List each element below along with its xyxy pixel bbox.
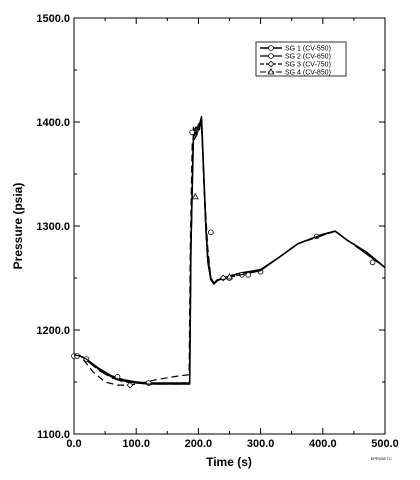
legend: SG 1 (CV-550)SG 2 (CV-650)SG 3 (CV-750)S… [255, 41, 347, 77]
legend-label: SG 2 (CV-650) [285, 54, 331, 61]
legend-marker [268, 45, 274, 51]
series-3-marker [219, 274, 227, 282]
series-1-marker [369, 259, 376, 266]
legend-label: SG 3 (CV-750) [285, 62, 331, 69]
x-tick-label: 200.0 [185, 438, 213, 450]
series-1-line [74, 116, 386, 384]
legend-label: SG 4 (CV-850) [285, 70, 331, 77]
y-tick-label: 1100.0 [37, 429, 70, 441]
y-tick-label: 1400.0 [36, 117, 70, 129]
legend-marker [267, 68, 275, 75]
x-tick-label: 0.0 [66, 438, 81, 450]
series-4 [73, 126, 386, 385]
series-4-marker [226, 273, 233, 280]
y-tick-label: 1200.0 [36, 325, 70, 337]
series-4-marker [191, 193, 199, 200]
series-1-marker [208, 229, 214, 236]
series-2 [73, 121, 386, 385]
x-tick-label: 300.0 [247, 438, 275, 450]
y-tick-label: 1300.0 [36, 221, 70, 233]
y-axis-title: Pressure (psia) [11, 183, 25, 270]
series-2-line [73, 121, 386, 385]
x-tick-label: 500.0 [371, 438, 399, 450]
series-4-line [73, 126, 386, 385]
series-3 [73, 121, 386, 389]
axis-tick-labels: 0.0 100.0 200.0 300.0 400.0 500.0 1100.0 1200.0… [36, 13, 398, 450]
legend-marker [268, 53, 274, 59]
plot-frame [73, 17, 386, 435]
legend-marker [267, 60, 275, 68]
x-tick-label: 400.0 [309, 438, 337, 450]
series-2-marker [189, 129, 195, 136]
axis-ticks [73, 17, 386, 435]
legend-items: SG 1 (CV-550)SG 2 (CV-650)SG 3 (CV-750)S… [260, 45, 331, 77]
y-tick-label: 1500.0 [36, 13, 70, 25]
x-axis-title: Time (s) [206, 455, 252, 469]
series-1 [71, 116, 386, 386]
series-layer [71, 116, 386, 389]
x-tick-label: 100.0 [122, 438, 150, 450]
figure-id: EPRI/98 TC [371, 456, 392, 461]
legend-label: SG 1 (CV-550) [285, 46, 331, 53]
series-3-line [73, 121, 386, 386]
series-3-marker [126, 381, 134, 389]
series-1-marker [245, 272, 251, 278]
